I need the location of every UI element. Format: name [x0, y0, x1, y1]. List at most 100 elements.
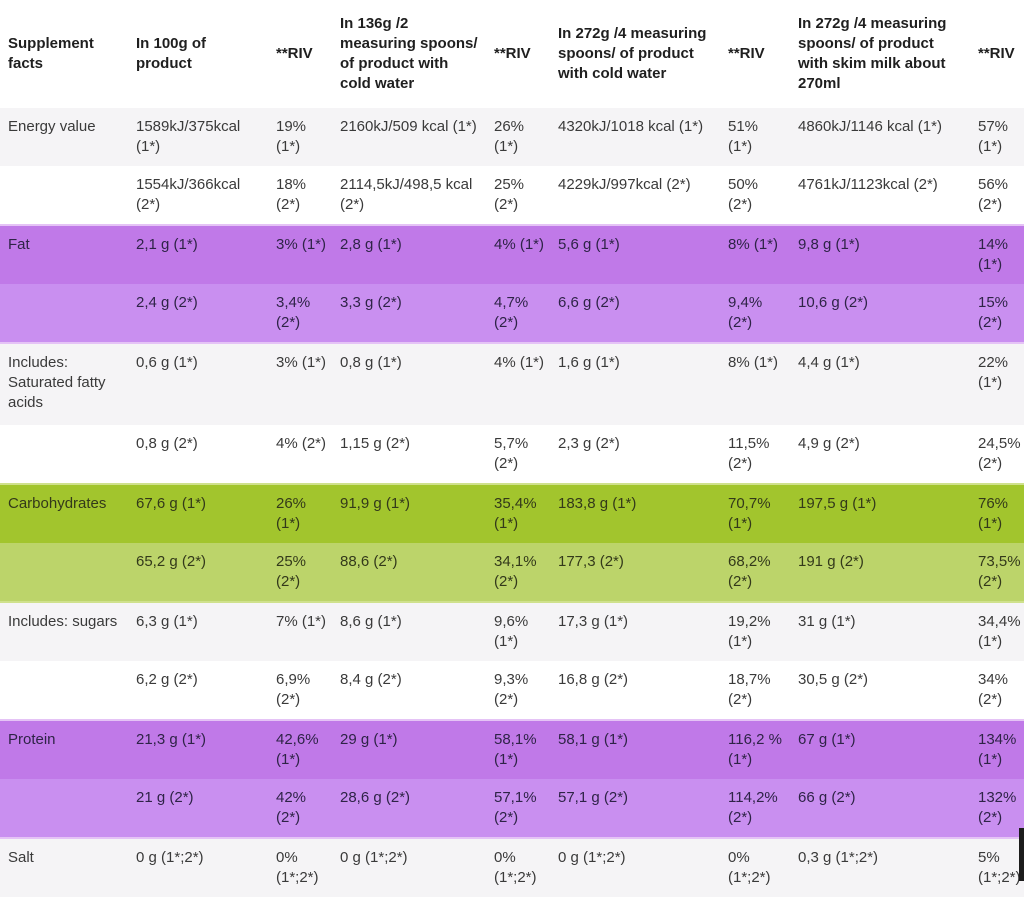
value-cell: 14% (1*)	[970, 224, 1024, 284]
value-cell: 2114,5kJ/498,5 kcal (2*)	[332, 166, 486, 225]
value-cell: 4229kJ/997kcal (2*)	[550, 166, 720, 225]
value-cell: 197,5 g (1*)	[790, 483, 970, 543]
value-cell: 25% (2*)	[268, 543, 332, 603]
table-row: Includes: sugars 6,3 g (1*) 7% (1*) 8,6 g (…	[0, 602, 1024, 661]
value-cell: 11,5% (2*)	[720, 425, 790, 484]
value-cell: 5% (1*;2*)	[970, 838, 1024, 897]
value-cell: 57,1% (2*)	[486, 779, 550, 839]
value-cell: 73,5% (2*)	[970, 543, 1024, 603]
value-cell: 1589kJ/375kcal (1*)	[128, 108, 268, 166]
table-row: Protein 21,3 g (1*) 42,6% (1*) 29 g (1*) 58,…	[0, 719, 1024, 779]
value-cell: 9,3% (2*)	[486, 661, 550, 720]
value-cell: 7% (1*)	[268, 602, 332, 661]
value-cell: 114,2% (2*)	[720, 779, 790, 839]
value-cell: 30,5 g (2*)	[790, 661, 970, 720]
table-row: 21 g (2*) 42% (2*) 28,6 g (2*) 57,1% (2*) 57…	[0, 779, 1024, 839]
value-cell: 35,4% (1*)	[486, 483, 550, 543]
table-row: Carbohydrates 67,6 g (1*) 26% (1*) 91,9 g (…	[0, 483, 1024, 543]
value-cell: 134% (1*)	[970, 719, 1024, 779]
value-cell: 0,8 g (2*)	[128, 425, 268, 484]
value-cell: 16,8 g (2*)	[550, 661, 720, 720]
value-cell: 2160kJ/509 kcal (1*)	[332, 108, 486, 166]
value-cell: 18,7% (2*)	[720, 661, 790, 720]
value-cell: 4% (1*)	[486, 224, 550, 284]
value-cell: 28,6 g (2*)	[332, 779, 486, 839]
value-cell: 50% (2*)	[720, 166, 790, 225]
value-cell: 4860kJ/1146 kcal (1*)	[790, 108, 970, 166]
value-cell: 42% (2*)	[268, 779, 332, 839]
value-cell: 0 g (1*;2*)	[550, 838, 720, 897]
value-cell: 31 g (1*)	[790, 602, 970, 661]
row-label: Salt	[0, 838, 128, 897]
value-cell: 0 g (1*;2*)	[332, 838, 486, 897]
dark-edge-strip	[1019, 828, 1024, 881]
row-label	[0, 284, 128, 344]
value-cell: 19,2% (1*)	[720, 602, 790, 661]
value-cell: 67 g (1*)	[790, 719, 970, 779]
value-cell: 4,9 g (2*)	[790, 425, 970, 484]
column-header-8: **RIV	[978, 45, 1015, 62]
value-cell: 6,6 g (2*)	[550, 284, 720, 344]
value-cell: 51% (1*)	[720, 108, 790, 166]
value-cell: 2,1 g (1*)	[128, 224, 268, 284]
value-cell: 15% (2*)	[970, 284, 1024, 344]
column-header-6: **RIV	[728, 45, 765, 62]
value-cell: 8% (1*)	[720, 224, 790, 284]
value-cell: 34% (2*)	[970, 661, 1024, 720]
value-cell: 0,3 g (1*;2*)	[790, 838, 970, 897]
table-row: 0,8 g (2*) 4% (2*) 1,15 g (2*) 5,7% (2*) 2,3…	[0, 425, 1024, 484]
value-cell: 70,7% (1*)	[720, 483, 790, 543]
table-row: Fat 2,1 g (1*) 3% (1*) 2,8 g (1*) 4% (1*) 5,6…	[0, 224, 1024, 284]
column-header-7: In 272g /4 measuring spoons/ of product …	[798, 15, 947, 92]
value-cell: 65,2 g (2*)	[128, 543, 268, 603]
value-cell: 1554kJ/366kcal (2*)	[128, 166, 268, 225]
value-cell: 88,6 (2*)	[332, 543, 486, 603]
value-cell: 58,1 g (1*)	[550, 719, 720, 779]
value-cell: 26% (1*)	[486, 108, 550, 166]
value-cell: 56% (2*)	[970, 166, 1024, 225]
row-label	[0, 661, 128, 720]
table-header: Supplement facts In 100g of product **RIV I…	[0, 0, 1024, 108]
value-cell: 3,4% (2*)	[268, 284, 332, 344]
value-cell: 57,1 g (2*)	[550, 779, 720, 839]
table-row: 2,4 g (2*) 3,4% (2*) 3,3 g (2*) 4,7% (2*) 6,…	[0, 284, 1024, 344]
row-label	[0, 425, 128, 484]
value-cell: 3% (1*)	[268, 343, 332, 425]
value-cell: 4761kJ/1123kcal (2*)	[790, 166, 970, 225]
value-cell: 3% (1*)	[268, 224, 332, 284]
value-cell: 66 g (2*)	[790, 779, 970, 839]
value-cell: 91,9 g (1*)	[332, 483, 486, 543]
value-cell: 5,6 g (1*)	[550, 224, 720, 284]
table-row: 6,2 g (2*) 6,9% (2*) 8,4 g (2*) 9,3% (2*) 16…	[0, 661, 1024, 720]
column-header-4: **RIV	[494, 45, 531, 62]
table-row: 65,2 g (2*) 25% (2*) 88,6 (2*) 34,1% (2*) 17…	[0, 543, 1024, 603]
value-cell: 0% (1*;2*)	[720, 838, 790, 897]
value-cell: 29 g (1*)	[332, 719, 486, 779]
value-cell: 0 g (1*;2*)	[128, 838, 268, 897]
value-cell: 4% (1*)	[486, 343, 550, 425]
value-cell: 3,3 g (2*)	[332, 284, 486, 344]
column-header-3: In 136g /2 measuring spoons/ of product …	[340, 15, 478, 92]
row-label	[0, 779, 128, 839]
value-cell: 25% (2*)	[486, 166, 550, 225]
value-cell: 67,6 g (1*)	[128, 483, 268, 543]
value-cell: 34,1% (2*)	[486, 543, 550, 603]
row-label: Energy value	[0, 108, 128, 166]
value-cell: 34,4% (1*)	[970, 602, 1024, 661]
value-cell: 4,4 g (1*)	[790, 343, 970, 425]
row-label	[0, 543, 128, 603]
value-cell: 6,2 g (2*)	[128, 661, 268, 720]
value-cell: 6,9% (2*)	[268, 661, 332, 720]
value-cell: 2,3 g (2*)	[550, 425, 720, 484]
column-header-1: In 100g of product	[136, 35, 207, 72]
value-cell: 21,3 g (1*)	[128, 719, 268, 779]
value-cell: 132% (2*)	[970, 779, 1024, 839]
value-cell: 1,6 g (1*)	[550, 343, 720, 425]
value-cell: 0,6 g (1*)	[128, 343, 268, 425]
value-cell: 8,6 g (1*)	[332, 602, 486, 661]
value-cell: 6,3 g (1*)	[128, 602, 268, 661]
value-cell: 22% (1*)	[970, 343, 1024, 425]
value-cell: 76% (1*)	[970, 483, 1024, 543]
value-cell: 9,4% (2*)	[720, 284, 790, 344]
